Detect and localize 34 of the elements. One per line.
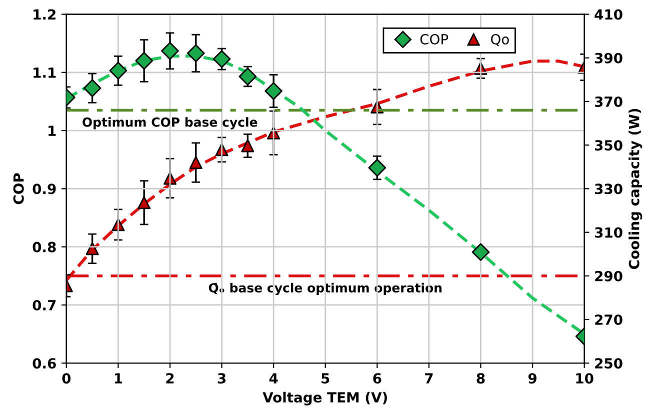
x-tick-label: 10 (576, 373, 594, 384)
y2-tick-label: 350 (594, 140, 622, 151)
y2-tick-label: 370 (594, 96, 622, 107)
x-tick-label: 9 (528, 373, 536, 384)
y-tick-label: 1.1 (34, 68, 56, 78)
x-tick-label: 4 (269, 373, 278, 384)
y2-tick-label: 410 (594, 9, 622, 20)
ref-line-label: Q̇ₒ base cycle optimum operation (208, 282, 442, 296)
legend-label: Qo (491, 34, 509, 46)
x-tick-label: 2 (166, 373, 174, 384)
y2-tick-label: 290 (595, 270, 622, 282)
y2-tick-label: 330 (594, 184, 622, 194)
y-tick-label: 0.7 (32, 300, 56, 310)
y-tick-label: 0.6 (32, 358, 56, 369)
y2-tick-label: 270 (595, 314, 622, 325)
x-tick-label: 0 (62, 373, 71, 384)
ref-line-label: Optimum COP base cycle (82, 117, 258, 130)
legend-label: COP (420, 34, 448, 45)
x-tick-label: 8 (476, 373, 485, 384)
x-tick-label: 5 (322, 373, 330, 384)
x-tick-label: 1 (114, 373, 122, 384)
y-tick-label: 1 (48, 126, 56, 136)
y2-tick-label: 250 (595, 358, 622, 369)
x-tick-label: 6 (373, 373, 382, 384)
x-tick-label: 3 (218, 373, 226, 384)
y2-axis-title: Cooling capacity (W) (628, 108, 642, 269)
y2-tick-label: 310 (594, 227, 622, 238)
y-tick-label: 1.2 (34, 9, 56, 20)
y-tick-label: 0.8 (32, 242, 56, 252)
y2-tick-label: 390 (594, 52, 622, 64)
y-axis-title: COP (13, 173, 24, 204)
y-tick-label: 0.9 (32, 184, 56, 194)
x-axis-title: Voltage TEM (V) (262, 392, 387, 406)
x-tick-label: 7 (425, 373, 433, 384)
